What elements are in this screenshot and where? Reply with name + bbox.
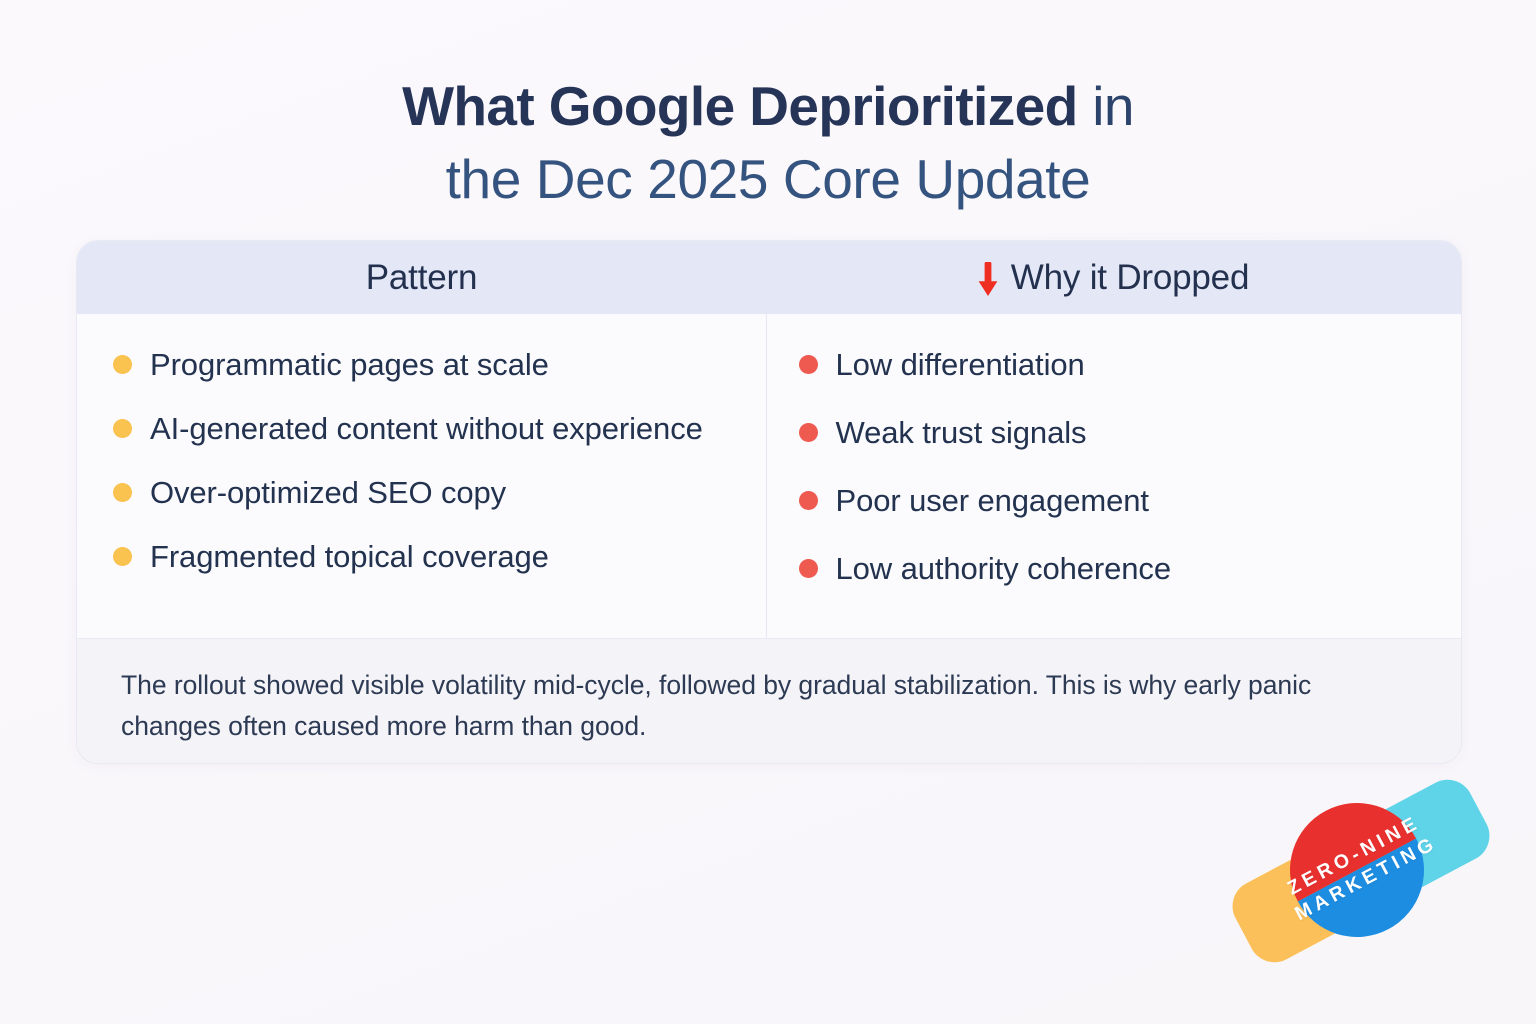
column-header-why-dropped-label: Why it Dropped <box>1010 257 1250 297</box>
title-line-1: What Google Deprioritized in <box>0 78 1536 134</box>
bullet-dot-icon <box>113 355 132 374</box>
list-item-label: AI-generated content without experience <box>150 410 703 446</box>
bullet-dot-icon <box>113 546 132 566</box>
list-item: Poor user engagement <box>798 480 1432 522</box>
list-item: Programmatic pages at scale <box>113 344 732 386</box>
list-item-label: Over-optimized SEO copy <box>150 474 507 510</box>
list-item-label: Weak trust signals <box>835 414 1087 450</box>
footer-note: The rollout showed visible volatility mi… <box>121 670 1312 742</box>
bullet-dot-icon <box>113 482 132 502</box>
bullet-dot-icon <box>798 558 818 578</box>
list-item: Weak trust signals <box>798 412 1432 454</box>
list-item: Low authority coherence <box>798 548 1432 590</box>
card-footer: The rollout showed visible volatility mi… <box>77 638 1461 763</box>
list-item: AI-generated content without experience <box>113 408 732 450</box>
list-item: Over-optimized SEO copy <box>113 472 732 514</box>
bullet-dot-icon <box>798 490 818 510</box>
column-header-why-dropped: Why it Dropped <box>766 241 1461 314</box>
column-header-pattern: Pattern <box>77 241 766 314</box>
list-item-label: Low authority coherence <box>835 550 1172 586</box>
list-item-label: Programmatic pages at scale <box>150 347 549 382</box>
logo: ZERO-NINE MARKETING <box>1212 770 1508 972</box>
title-line-2: the Dec 2025 Core Update <box>445 148 1091 211</box>
arrow-down-icon <box>978 261 998 298</box>
table-header-row: Pattern Why it Dropped <box>77 241 1461 314</box>
list-item: Fragmented topical coverage <box>113 536 732 578</box>
list-item: Low differentiation <box>798 344 1432 386</box>
title-emphasis: What Google Deprioritized <box>402 75 1078 137</box>
bullet-dot-icon <box>798 422 818 442</box>
list-item-label: Low differentiation <box>835 347 1085 382</box>
page-title: What Google Deprioritized in the Dec 202… <box>0 78 1536 207</box>
comparison-card: Pattern Why it Dropped Programmatic page… <box>76 240 1462 764</box>
column-header-pattern-label: Pattern <box>365 257 478 297</box>
table-body: Programmatic pages at scale AI-generated… <box>77 314 1461 638</box>
bullet-dot-icon <box>113 418 132 438</box>
list-item-label: Poor user engagement <box>835 482 1149 518</box>
title-line1-tail: in <box>1077 75 1134 137</box>
list-item-label: Fragmented topical coverage <box>150 538 549 574</box>
bullet-dot-icon <box>798 355 818 374</box>
column-pattern: Programmatic pages at scale AI-generated… <box>77 314 767 638</box>
column-why-dropped: Low differentiation Weak trust signals P… <box>767 314 1462 638</box>
